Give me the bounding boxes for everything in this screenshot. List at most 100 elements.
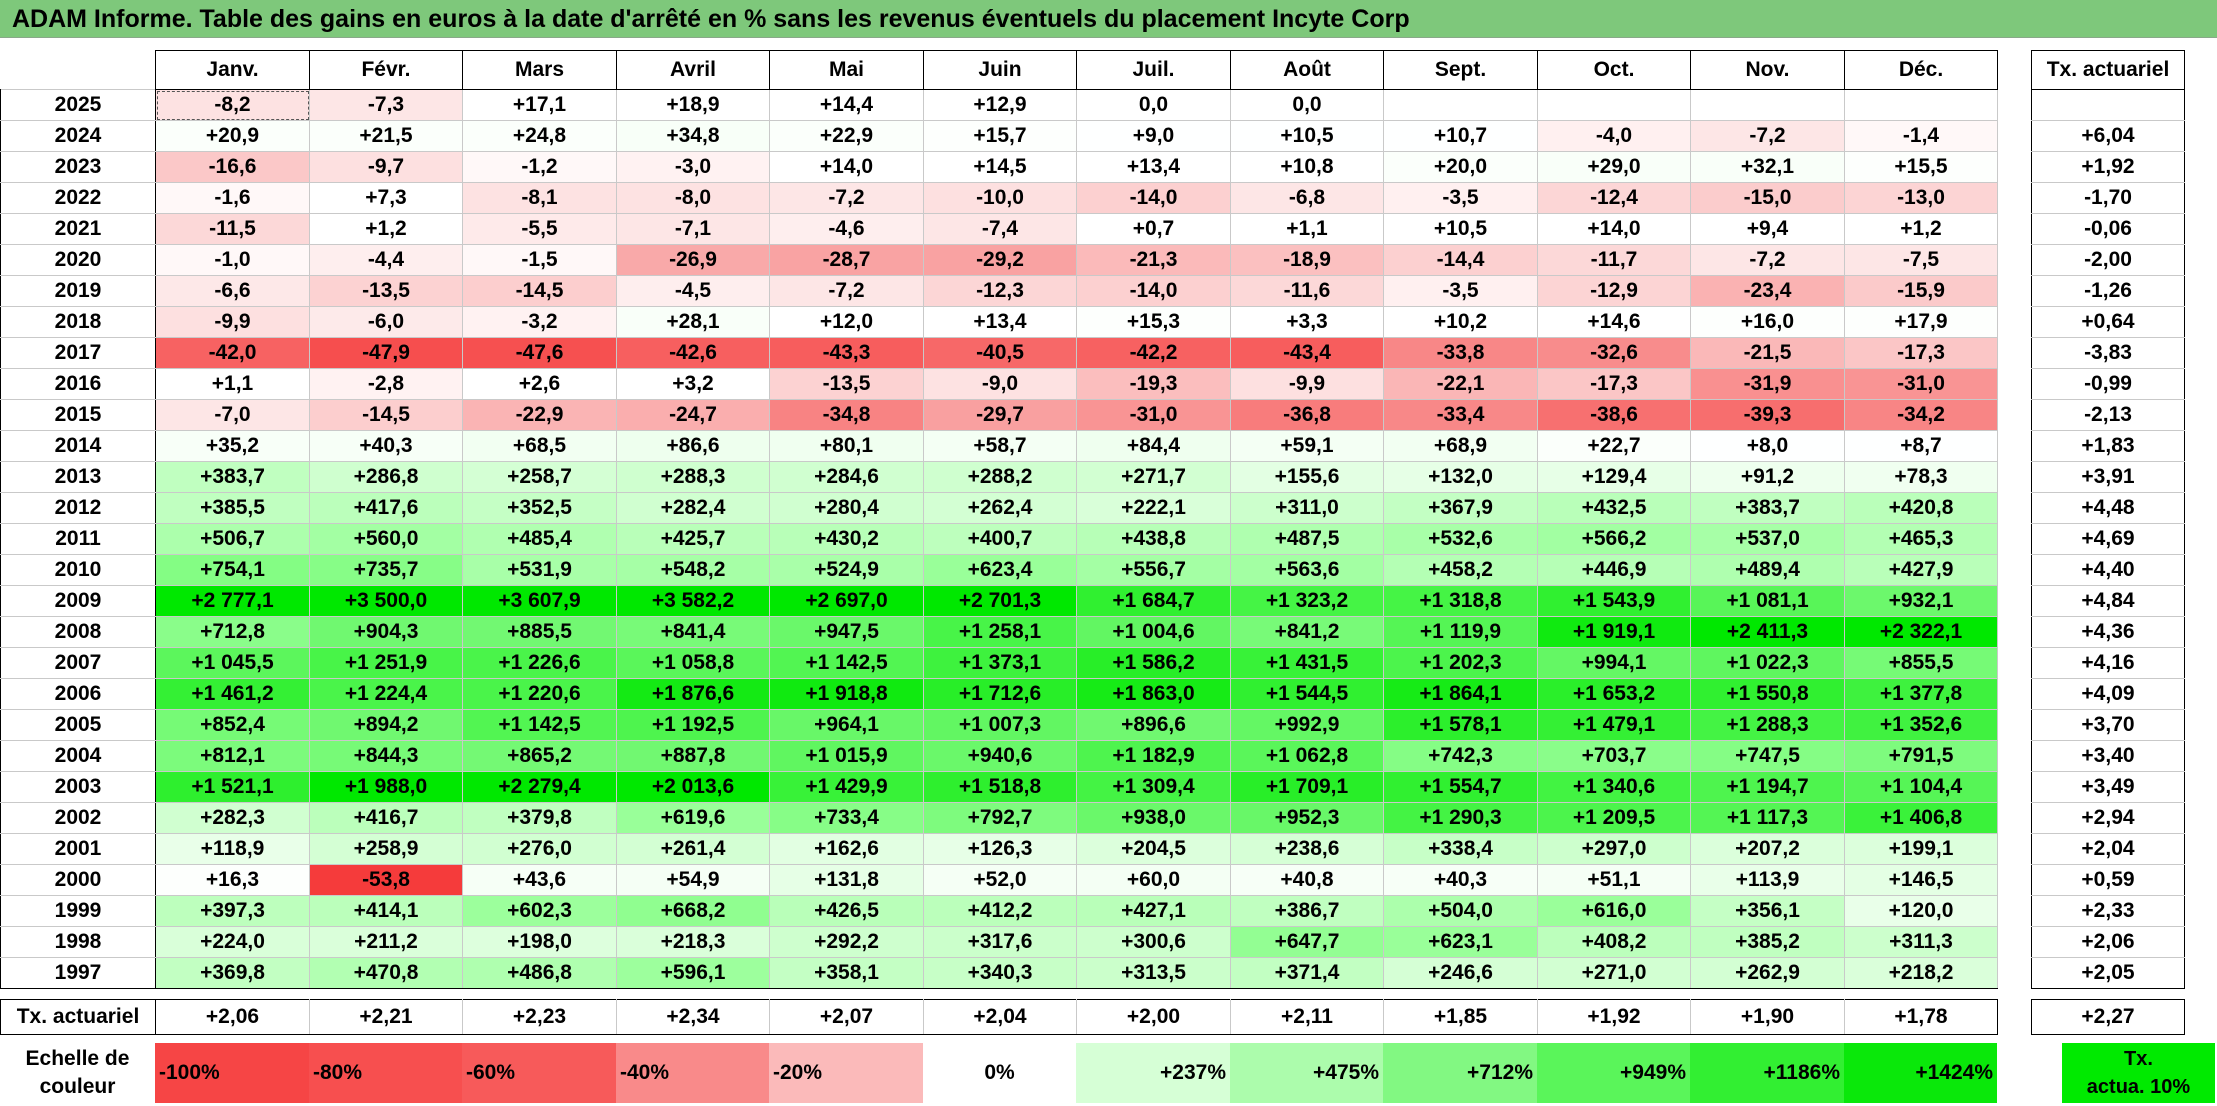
gain-cell[interactable]: -31,9 [1690, 368, 1845, 400]
gain-cell[interactable]: +1 194,7 [1690, 771, 1845, 803]
gain-cell[interactable]: -24,7 [616, 399, 770, 431]
gain-cell[interactable]: -7,1 [616, 213, 770, 245]
gain-cell[interactable]: +28,1 [616, 306, 770, 338]
gain-cell[interactable]: +14,0 [769, 151, 924, 183]
gain-cell[interactable]: +1 544,5 [1230, 678, 1384, 710]
gain-cell[interactable]: +487,5 [1230, 523, 1384, 555]
gain-cell[interactable]: -38,6 [1537, 399, 1691, 431]
gain-cell[interactable]: +118,9 [155, 833, 310, 865]
gain-cell[interactable]: +1 684,7 [1076, 585, 1231, 617]
gain-cell[interactable]: +224,0 [155, 926, 310, 958]
gain-cell[interactable]: +34,8 [616, 120, 770, 152]
gain-cell[interactable]: +1 479,1 [1537, 709, 1691, 741]
gain-cell[interactable]: +385,2 [1690, 926, 1845, 958]
gain-cell[interactable]: +52,0 [923, 864, 1077, 896]
gain-cell[interactable]: +2 322,1 [1844, 616, 1998, 648]
gain-cell[interactable]: -2,8 [309, 368, 463, 400]
gain-cell[interactable]: +865,2 [462, 740, 617, 772]
gain-cell[interactable]: +383,7 [1690, 492, 1845, 524]
gain-cell[interactable]: +352,5 [462, 492, 617, 524]
gain-cell[interactable]: +14,6 [1537, 306, 1691, 338]
gain-cell[interactable]: -29,7 [923, 399, 1077, 431]
gain-cell[interactable]: +280,4 [769, 492, 924, 524]
gain-cell[interactable]: +668,2 [616, 895, 770, 927]
gain-cell[interactable]: +1 863,0 [1076, 678, 1231, 710]
gain-cell[interactable]: +532,6 [1383, 523, 1538, 555]
gain-cell[interactable]: +132,0 [1383, 461, 1538, 493]
gain-cell[interactable]: +400,7 [923, 523, 1077, 555]
gain-cell[interactable]: +211,2 [309, 926, 463, 958]
gain-cell[interactable]: +465,3 [1844, 523, 1998, 555]
gain-cell[interactable]: +504,0 [1383, 895, 1538, 927]
gain-cell[interactable]: +311,3 [1844, 926, 1998, 958]
gain-cell[interactable]: +3,3 [1230, 306, 1384, 338]
gain-cell[interactable]: +14,4 [769, 89, 924, 121]
gain-cell[interactable]: -14,5 [462, 275, 617, 307]
gain-cell[interactable]: +1,1 [1230, 213, 1384, 245]
gain-cell[interactable]: -47,9 [309, 337, 463, 369]
gain-cell[interactable]: +992,9 [1230, 709, 1384, 741]
gain-cell[interactable]: +60,0 [1076, 864, 1231, 896]
gain-cell[interactable]: +68,5 [462, 430, 617, 462]
gain-cell[interactable]: +1 004,6 [1076, 616, 1231, 648]
gain-cell[interactable]: +619,6 [616, 802, 770, 834]
gain-cell[interactable]: +1 015,9 [769, 740, 924, 772]
gain-cell[interactable]: +386,7 [1230, 895, 1384, 927]
gain-cell[interactable]: +20,0 [1383, 151, 1538, 183]
gain-cell[interactable]: +1 864,1 [1383, 678, 1538, 710]
gain-cell[interactable]: +1 554,7 [1383, 771, 1538, 803]
gain-cell[interactable]: +952,3 [1230, 802, 1384, 834]
gain-cell[interactable]: +17,9 [1844, 306, 1998, 338]
gain-cell[interactable]: +198,0 [462, 926, 617, 958]
gain-cell[interactable]: +1 202,3 [1383, 647, 1538, 679]
gain-cell[interactable]: +43,6 [462, 864, 617, 896]
gain-cell[interactable]: +1 377,8 [1844, 678, 1998, 710]
gain-cell[interactable]: +16,0 [1690, 306, 1845, 338]
gain-cell[interactable]: +852,4 [155, 709, 310, 741]
gain-cell[interactable]: +162,6 [769, 833, 924, 865]
gain-cell[interactable]: +258,7 [462, 461, 617, 493]
gain-cell[interactable]: +1,1 [155, 368, 310, 400]
gain-cell[interactable]: +356,1 [1690, 895, 1845, 927]
gain-cell[interactable]: +938,0 [1076, 802, 1231, 834]
gain-cell[interactable]: +271,7 [1076, 461, 1231, 493]
gain-cell[interactable]: +54,9 [616, 864, 770, 896]
gain-cell[interactable]: -7,2 [1690, 244, 1845, 276]
gain-cell[interactable]: +15,5 [1844, 151, 1998, 183]
gain-cell[interactable]: -19,3 [1076, 368, 1231, 400]
gain-cell[interactable]: +358,1 [769, 957, 924, 989]
gain-cell[interactable]: +754,1 [155, 554, 310, 586]
gain-cell[interactable]: +282,3 [155, 802, 310, 834]
gain-cell[interactable]: -42,2 [1076, 337, 1231, 369]
gain-cell[interactable]: +10,5 [1230, 120, 1384, 152]
gain-cell[interactable]: -23,4 [1690, 275, 1845, 307]
gain-cell[interactable]: -3,0 [616, 151, 770, 183]
gain-cell[interactable]: +563,6 [1230, 554, 1384, 586]
gain-cell[interactable]: +747,5 [1690, 740, 1845, 772]
gain-cell[interactable]: +1 550,8 [1690, 678, 1845, 710]
gain-cell[interactable]: +1 406,8 [1844, 802, 1998, 834]
gain-cell[interactable]: -13,0 [1844, 182, 1998, 214]
gain-cell[interactable]: +855,5 [1844, 647, 1998, 679]
gain-cell[interactable]: +21,5 [309, 120, 463, 152]
gain-cell[interactable]: -21,3 [1076, 244, 1231, 276]
gain-cell[interactable]: +489,4 [1690, 554, 1845, 586]
gain-cell[interactable]: +0,7 [1076, 213, 1231, 245]
gain-cell[interactable]: +703,7 [1537, 740, 1691, 772]
gain-cell[interactable]: -6,6 [155, 275, 310, 307]
gain-cell[interactable]: +1 521,1 [155, 771, 310, 803]
gain-cell[interactable]: -9,0 [923, 368, 1077, 400]
gain-cell[interactable]: +59,1 [1230, 430, 1384, 462]
gain-cell[interactable]: +1 918,8 [769, 678, 924, 710]
gain-cell[interactable]: +3,2 [616, 368, 770, 400]
gain-cell[interactable]: +417,6 [309, 492, 463, 524]
gain-cell[interactable]: -22,1 [1383, 368, 1538, 400]
gain-cell[interactable]: -5,5 [462, 213, 617, 245]
gain-cell[interactable]: +261,4 [616, 833, 770, 865]
gain-cell[interactable]: -34,8 [769, 399, 924, 431]
gain-cell[interactable]: -14,0 [1076, 182, 1231, 214]
gain-cell[interactable]: +14,0 [1537, 213, 1691, 245]
gain-cell[interactable]: -3,2 [462, 306, 617, 338]
gain-cell[interactable]: +20,9 [155, 120, 310, 152]
gain-cell[interactable]: -39,3 [1690, 399, 1845, 431]
